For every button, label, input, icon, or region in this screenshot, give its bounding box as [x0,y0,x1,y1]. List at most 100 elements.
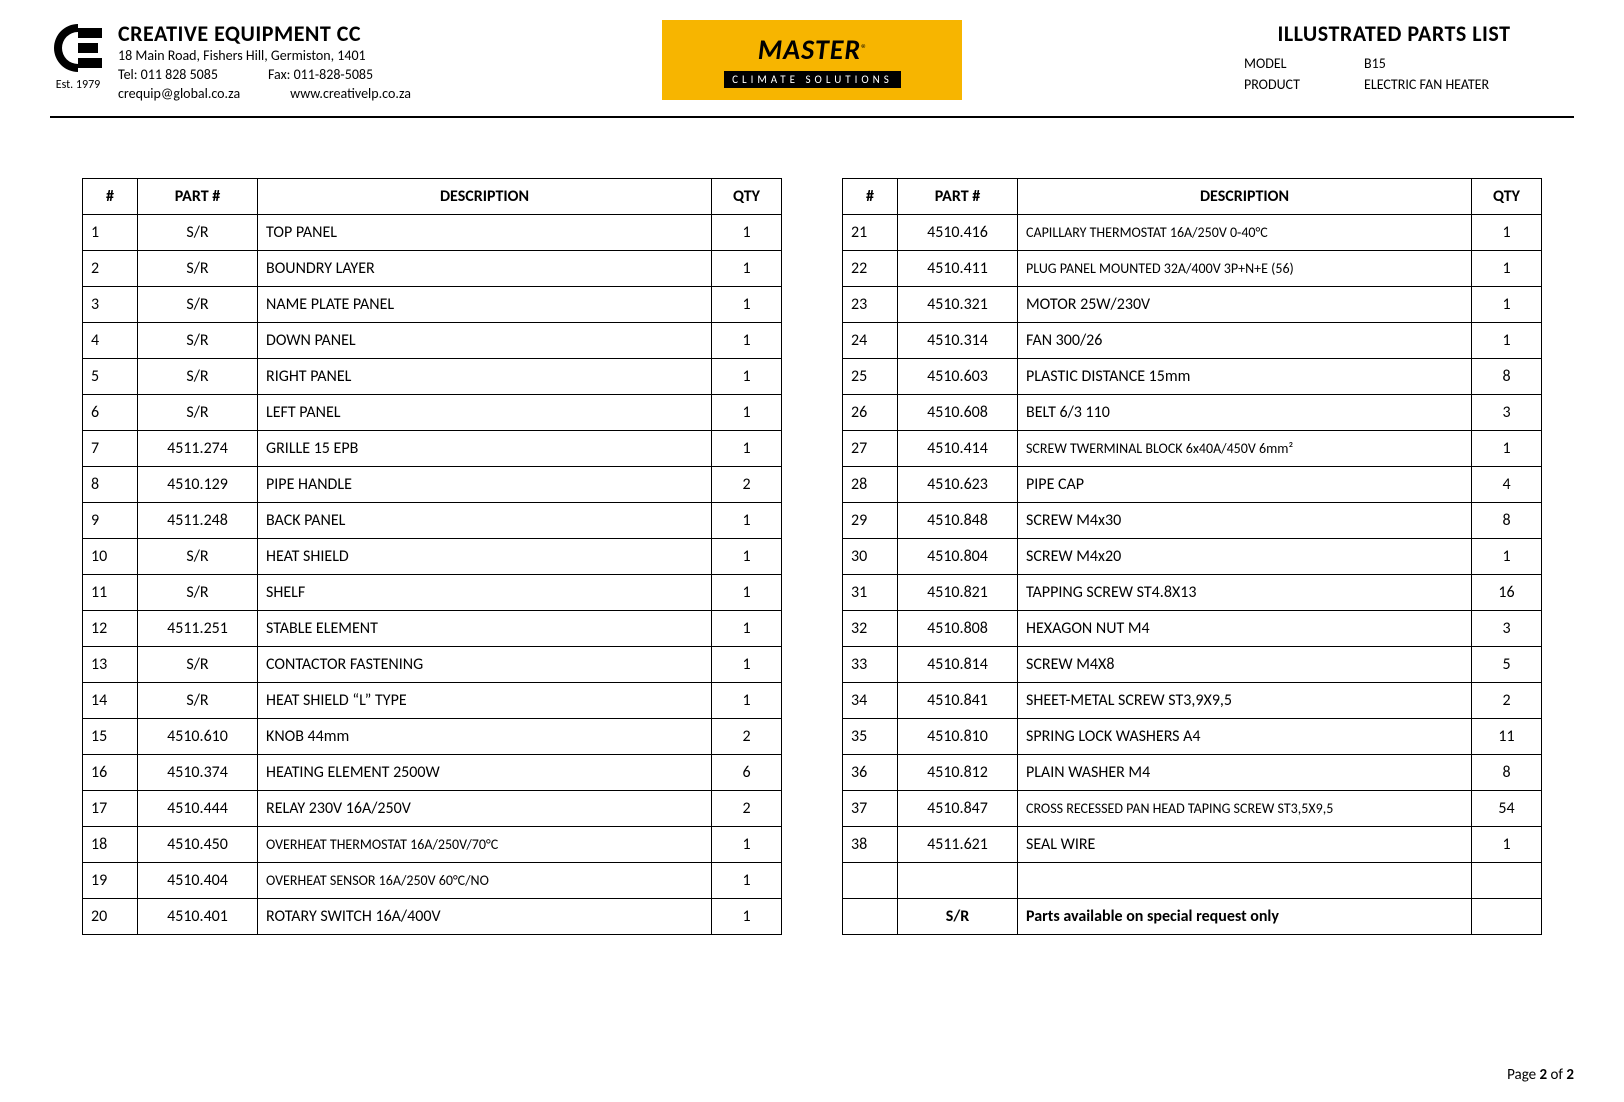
cell-qty: 2 [1472,682,1542,718]
cell-qty: 1 [712,862,782,898]
company-name: CREATIVE EQUIPMENT CC [118,20,411,47]
cell-part: 4510.404 [138,862,258,898]
table-row: 6S/RLEFT PANEL1 [83,394,782,430]
cell-index: 13 [83,646,138,682]
cell-description: MOTOR 25W/230V [1018,286,1472,322]
cell-description: KNOB 44mm [258,718,712,754]
table-row: 364510.812PLAIN WASHER M48 [843,754,1542,790]
cell-description: STABLE ELEMENT [258,610,712,646]
col-header-index: # [83,178,138,214]
page-of: of [1547,1066,1566,1084]
product-value: ELECTRIC FAN HEATER [1364,76,1489,93]
cell-description: OVERHEAT SENSOR 16A/250V 60°C/NO [258,862,712,898]
cell-part: 4510.444 [138,790,258,826]
cell-index: 33 [843,646,898,682]
table-row: 314510.821TAPPING SCREW ST4.8X1316 [843,574,1542,610]
cell-part: 4510.623 [898,466,1018,502]
page-header: Est. 1979 CREATIVE EQUIPMENT CC 18 Main … [50,20,1574,118]
cell-description: PLAIN WASHER M4 [1018,754,1472,790]
col-header-part: PART # [898,178,1018,214]
cell-qty: 5 [1472,646,1542,682]
cell-index: 8 [83,466,138,502]
cell-qty: 1 [712,574,782,610]
cell-index: 4 [83,322,138,358]
cell-index: 15 [83,718,138,754]
cell-part: 4510.610 [138,718,258,754]
cell-index: 26 [843,394,898,430]
table-row: 284510.623PIPE CAP4 [843,466,1542,502]
cell-qty: 1 [712,898,782,934]
table-row: 124511.251STABLE ELEMENT1 [83,610,782,646]
cell-description: SCREW M4X8 [1018,646,1472,682]
cell-qty: 1 [712,538,782,574]
tables-container: # PART # DESCRIPTION QTY 1S/RTOP PANEL12… [50,178,1574,935]
cell-description: SCREW TWERMINAL BLOCK 6x40A/450V 6mm² [1018,430,1472,466]
cell-qty: 1 [712,214,782,250]
cell-part: 4510.841 [898,682,1018,718]
cell-index: 30 [843,538,898,574]
cell-index: 34 [843,682,898,718]
cell-index: 18 [83,826,138,862]
cell-index: 38 [843,826,898,862]
cell-description: SPRING LOCK WASHERS A4 [1018,718,1472,754]
cell-qty: 11 [1472,718,1542,754]
cell-part: 4510.804 [898,538,1018,574]
model-label: MODEL [1244,55,1324,72]
cell-description: DOWN PANEL [258,322,712,358]
cell-index: 3 [83,286,138,322]
table-row-blank [843,862,1542,898]
cell-qty: 1 [1472,250,1542,286]
cell-index: 36 [843,754,898,790]
cell-description: TOP PANEL [258,214,712,250]
cell-index: 32 [843,610,898,646]
product-row: PRODUCT ELECTRIC FAN HEATER [1244,76,1574,93]
table-row: 3S/RNAME PLATE PANEL1 [83,286,782,322]
cell-qty: 1 [712,250,782,286]
cell-qty: 1 [712,394,782,430]
page-footer: Page 2 of 2 [1507,1066,1574,1084]
company-tel: Tel: 011 828 5085 [118,66,218,85]
cell-qty: 1 [712,610,782,646]
cell-qty: 1 [1472,322,1542,358]
cell-qty: 1 [1472,430,1542,466]
company-phone-row: Tel: 011 828 5085 Fax: 011-828-5085 [118,66,411,85]
cell-description: FAN 300/26 [1018,322,1472,358]
page-total: 2 [1566,1066,1574,1084]
cell-index: 25 [843,358,898,394]
cell-part: S/R [138,322,258,358]
cell-part: S/R [138,286,258,322]
cell-part: 4511.251 [138,610,258,646]
cell-index: 10 [83,538,138,574]
cell-index: 37 [843,790,898,826]
cell-index: 29 [843,502,898,538]
cell-part: 4510.401 [138,898,258,934]
table-row: 154510.610KNOB 44mm2 [83,718,782,754]
col-header-desc: DESCRIPTION [258,178,712,214]
cell-description: BOUNDRY LAYER [258,250,712,286]
table-row: 84510.129PIPE HANDLE2 [83,466,782,502]
cell-description: SCREW M4x20 [1018,538,1472,574]
cell-description: HEXAGON NUT M4 [1018,610,1472,646]
cell-qty: 1 [1472,286,1542,322]
cell-qty: 8 [1472,754,1542,790]
cell-part: 4510.414 [898,430,1018,466]
table-row: 174510.444RELAY 230V 16A/250V2 [83,790,782,826]
cell-qty: 1 [712,358,782,394]
table-row: 254510.603PLASTIC DISTANCE 15mm8 [843,358,1542,394]
cell-part: 4510.314 [898,322,1018,358]
cell-part: 4511.274 [138,430,258,466]
ce-logo-icon [50,20,106,76]
cell-part: 4510.321 [898,286,1018,322]
model-row: MODEL B15 [1244,55,1574,72]
footer-desc: Parts available on special request only [1018,898,1472,934]
brand-badge: MASTER® CLIMATE SOLUTIONS [662,20,962,100]
cell-qty: 2 [712,466,782,502]
cell-index: 20 [83,898,138,934]
table-row: 164510.374HEATING ELEMENT 2500W6 [83,754,782,790]
table-row: 214510.416CAPILLARY THERMOSTAT 16A/250V … [843,214,1542,250]
company-info: CREATIVE EQUIPMENT CC 18 Main Road, Fish… [118,20,411,104]
cell-index: 27 [843,430,898,466]
table-row: 294510.848SCREW M4x308 [843,502,1542,538]
table-row: 94511.248BACK PANEL1 [83,502,782,538]
brand-registered: ® [861,43,867,57]
